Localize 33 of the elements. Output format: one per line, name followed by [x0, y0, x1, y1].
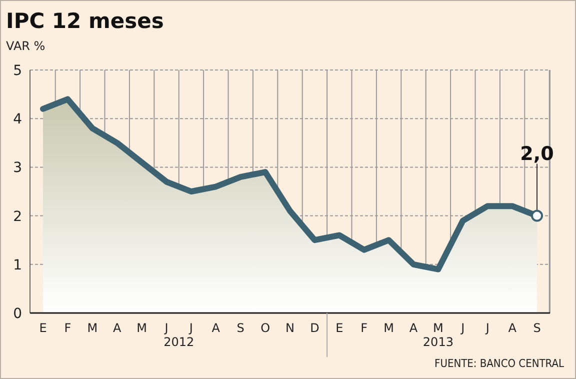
x-tick-label: F	[360, 321, 368, 335]
x-tick-label: A	[212, 321, 221, 335]
x-tick-label: A	[508, 321, 518, 335]
y-tick-label: 1	[13, 257, 22, 274]
y-axis-title: VAR %	[6, 39, 46, 53]
x-tick-label: A	[409, 321, 418, 335]
y-tick-label: 5	[13, 63, 22, 79]
x-tick-label: J	[164, 321, 168, 335]
annotation: 2,0	[520, 142, 554, 165]
chart-title: IPC 12 meses	[6, 9, 164, 33]
x-tick-label: F	[64, 321, 72, 335]
text: 2013	[422, 335, 454, 349]
y-tick-label: 2	[13, 208, 22, 225]
x-tick-label: M	[136, 321, 147, 335]
x-tick-label: J	[484, 321, 490, 335]
x-tick-label: O	[260, 321, 270, 335]
x-tick-label: S	[533, 321, 541, 335]
x-tick-label: D	[310, 321, 320, 335]
source-note: FUENTE: BANCO CENTRAL	[434, 357, 564, 370]
x-tick-label: J	[460, 321, 465, 335]
x-tick-label: A	[112, 321, 122, 335]
x-tick-label: E	[39, 321, 47, 335]
x-tick-label: E	[336, 321, 344, 335]
x-tick-label: J	[188, 321, 193, 335]
y-tick-label: 0	[13, 306, 22, 322]
x-tick-label: S	[236, 321, 244, 335]
y-tick-label: 3	[13, 160, 22, 176]
x-tick-label: M	[87, 321, 98, 335]
x-tick-label: M	[433, 321, 444, 335]
y-tick-label: 4	[13, 112, 22, 128]
text: 2012	[164, 335, 194, 349]
x-tick-label: M	[384, 321, 394, 335]
x-tick-label: N	[286, 321, 294, 335]
